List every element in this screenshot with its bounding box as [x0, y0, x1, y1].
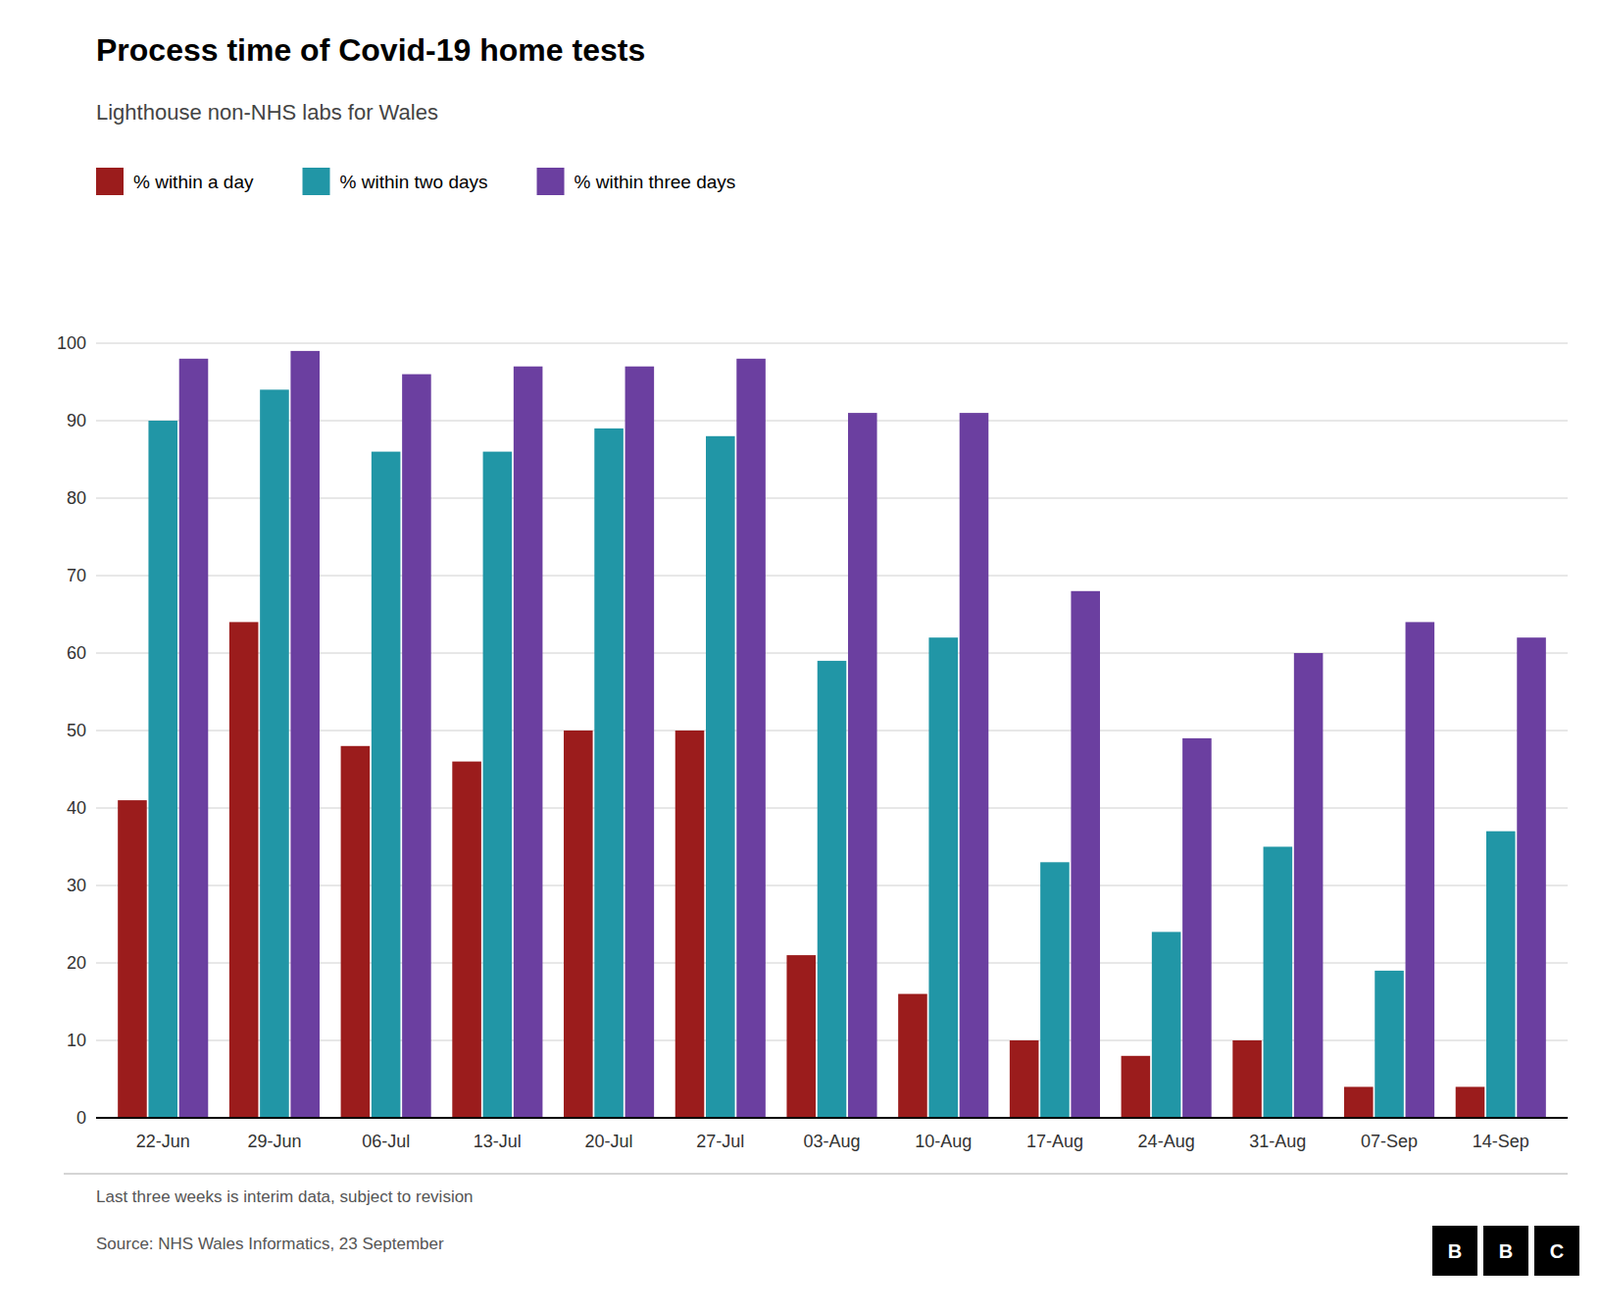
logo-box [1432, 1225, 1478, 1276]
x-tick-label: 27-Jul [696, 1131, 745, 1151]
bars [117, 350, 1547, 1118]
bar [483, 451, 513, 1118]
x-tick-label: 07-Sep [1360, 1131, 1418, 1151]
x-tick-label: 22-Jun [136, 1131, 191, 1151]
logo-box [1483, 1225, 1529, 1276]
bar [705, 436, 736, 1118]
bar [148, 420, 178, 1118]
y-tick-label: 90 [66, 410, 87, 431]
x-tick-label: 10-Aug [914, 1131, 972, 1151]
bar [594, 428, 624, 1118]
y-axis: 0 10 20 30 40 50 60 70 80 90 100 [56, 333, 1568, 1128]
bar [736, 358, 766, 1118]
y-tick-label: 80 [66, 488, 87, 508]
y-tick-label: 0 [76, 1107, 87, 1128]
bar [1121, 1055, 1151, 1118]
bar [1263, 847, 1294, 1119]
bar [1009, 1040, 1040, 1118]
x-tick-label: 13-Jul [473, 1131, 522, 1151]
bar [1294, 652, 1324, 1118]
bar [341, 746, 371, 1118]
logo-box [1534, 1225, 1580, 1276]
legend-label: % within two days [340, 171, 489, 193]
bar [1070, 591, 1100, 1118]
bar [1040, 861, 1070, 1118]
bar [229, 621, 259, 1118]
bar [563, 730, 594, 1118]
bar [451, 761, 482, 1118]
x-tick-label: 06-Jul [361, 1131, 410, 1151]
bar [1516, 637, 1547, 1118]
bar [117, 800, 148, 1118]
bar [898, 994, 928, 1118]
footnote: Last three weeks is interim data, subjec… [96, 1187, 474, 1206]
y-tick-label: 100 [56, 333, 87, 353]
logo: BBC [1432, 1225, 1580, 1276]
chart: Process time of Covid-19 home tests Light… [0, 0, 1600, 1312]
x-tick-label: 14-Sep [1472, 1131, 1530, 1151]
legend: % within a day % within two days % within … [96, 167, 736, 196]
y-tick-label: 40 [66, 798, 87, 818]
bar [625, 366, 655, 1118]
x-axis: 22-Jun 29-Jun 06-Jul 13-Jul 20-Jul 27-Jul 03-A… [136, 1131, 1530, 1151]
bar [1374, 970, 1404, 1118]
logo-text: BBC [1448, 1240, 1564, 1262]
legend-swatch [537, 167, 565, 196]
bar [259, 389, 290, 1118]
grid-line [96, 1117, 1568, 1119]
bar [786, 954, 816, 1118]
subtitle: Lighthouse non-NHS labs for Wales [96, 100, 439, 125]
bar [179, 358, 209, 1118]
x-tick-label: 03-Aug [802, 1131, 860, 1151]
bar [1486, 831, 1516, 1118]
bar [817, 660, 848, 1118]
bar [1344, 1086, 1374, 1118]
bar [928, 637, 958, 1118]
legend-swatch [302, 167, 331, 196]
bar [1455, 1086, 1486, 1118]
bar [1405, 621, 1436, 1118]
bar [401, 374, 432, 1118]
footer-rule [63, 1173, 1568, 1175]
bar [959, 412, 990, 1118]
bar [675, 730, 705, 1118]
legend-label: % within three days [574, 171, 737, 193]
bar [513, 366, 544, 1118]
grid-line [96, 343, 1568, 345]
bar [1151, 931, 1182, 1118]
y-tick-label: 70 [66, 565, 87, 586]
source: Source: NHS Wales Informatics, 23 Septem… [96, 1234, 445, 1253]
bar [1182, 738, 1212, 1118]
y-tick-label: 50 [66, 720, 87, 741]
x-axis-line [96, 1116, 1568, 1119]
background [0, 0, 1600, 1312]
x-tick-label: 31-Aug [1249, 1131, 1306, 1151]
y-tick-label: 30 [66, 875, 87, 896]
x-tick-label: 24-Aug [1138, 1131, 1196, 1151]
x-tick-label: 20-Jul [585, 1131, 634, 1151]
y-tick-label: 20 [66, 952, 87, 973]
title: Process time of Covid-19 home tests [96, 32, 646, 68]
bar [1232, 1040, 1262, 1118]
legend-label: % within a day [133, 171, 254, 193]
x-tick-label: 29-Jun [247, 1131, 301, 1151]
bar [848, 412, 878, 1118]
legend-swatch [96, 167, 124, 196]
x-tick-label: 17-Aug [1026, 1131, 1084, 1151]
bar [371, 451, 401, 1118]
y-tick-label: 60 [66, 643, 87, 663]
bar [290, 350, 320, 1118]
y-tick-label: 10 [66, 1030, 87, 1050]
